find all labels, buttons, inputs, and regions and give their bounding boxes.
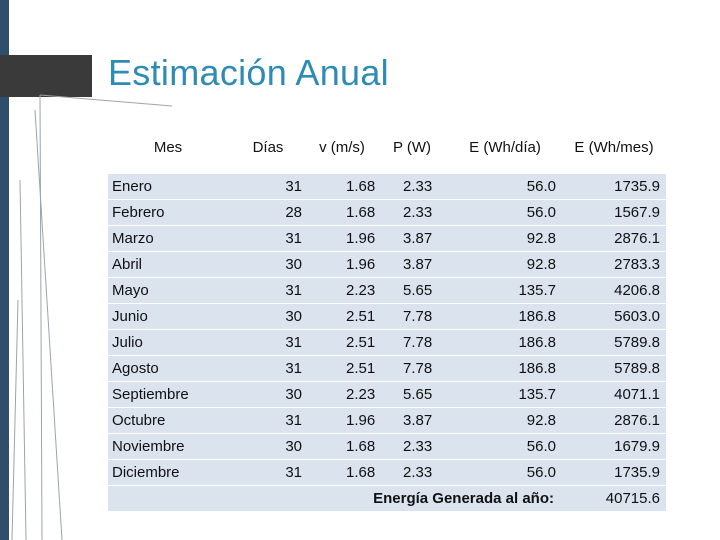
table-row: Junio 30 2.51 7.78 186.8 5603.0 (108, 303, 666, 330)
table-row: Septiembre 30 2.23 5.65 135.7 4071.1 (108, 381, 666, 408)
cell-energia-dia: 135.7 (448, 277, 562, 304)
cell-potencia: 2.33 (376, 459, 448, 486)
cell-energia-mes: 4071.1 (562, 381, 666, 408)
header-velocidad: v (m/s) (308, 122, 376, 173)
cell-mes: Enero (108, 173, 228, 200)
cell-energia-mes: 1735.9 (562, 173, 666, 200)
cell-energia-dia: 56.0 (448, 173, 562, 200)
cell-velocidad: 1.68 (308, 199, 376, 226)
cell-potencia: 2.33 (376, 173, 448, 200)
cell-dias: 28 (228, 199, 308, 226)
cell-mes: Octubre (108, 407, 228, 434)
cell-dias: 30 (228, 303, 308, 330)
cell-velocidad: 1.68 (308, 173, 376, 200)
cell-velocidad: 1.68 (308, 433, 376, 460)
cell-energia-mes: 2876.1 (562, 407, 666, 434)
cell-energia-mes: 5603.0 (562, 303, 666, 330)
cell-velocidad: 1.96 (308, 225, 376, 252)
title-accent-block (0, 55, 92, 97)
header-mes: Mes (108, 122, 228, 173)
table-row: Diciembre 31 1.68 2.33 56.0 1735.9 (108, 459, 666, 486)
cell-mes: Febrero (108, 199, 228, 226)
cell-velocidad: 2.51 (308, 329, 376, 356)
table-row: Octubre 31 1.96 3.87 92.8 2876.1 (108, 407, 666, 434)
cell-dias: 31 (228, 355, 308, 382)
cell-velocidad: 2.23 (308, 381, 376, 408)
annual-estimation-table: Mes Días v (m/s) P (W) E (Wh/día) E (Wh/… (108, 122, 666, 511)
cell-dias: 31 (228, 225, 308, 252)
cell-energia-dia: 56.0 (448, 433, 562, 460)
table-row: Julio 31 2.51 7.78 186.8 5789.8 (108, 329, 666, 356)
table-row: Abril 30 1.96 3.87 92.8 2783.3 (108, 251, 666, 278)
total-value: 40715.6 (562, 485, 666, 511)
table-row: Enero 31 1.68 2.33 56.0 1735.9 (108, 173, 666, 200)
table-row: Mayo 31 2.23 5.65 135.7 4206.8 (108, 277, 666, 304)
cell-dias: 31 (228, 277, 308, 304)
cell-mes: Septiembre (108, 381, 228, 408)
cell-mes: Junio (108, 303, 228, 330)
cell-mes: Agosto (108, 355, 228, 382)
cell-energia-dia: 56.0 (448, 459, 562, 486)
cell-mes: Mayo (108, 277, 228, 304)
cell-dias: 30 (228, 251, 308, 278)
table-row: Febrero 28 1.68 2.33 56.0 1567.9 (108, 199, 666, 226)
header-energia-mes: E (Wh/mes) (562, 122, 666, 173)
cell-dias: 30 (228, 433, 308, 460)
cell-energia-mes: 4206.8 (562, 277, 666, 304)
cell-energia-dia: 92.8 (448, 225, 562, 252)
cell-dias: 31 (228, 459, 308, 486)
header-energia-dia: E (Wh/día) (448, 122, 562, 173)
header-row: Mes Días v (m/s) P (W) E (Wh/día) E (Wh/… (108, 122, 666, 173)
cell-energia-mes: 2783.3 (562, 251, 666, 278)
cell-velocidad: 2.51 (308, 355, 376, 382)
cell-mes: Abril (108, 251, 228, 278)
cell-mes: Julio (108, 329, 228, 356)
cell-potencia: 3.87 (376, 251, 448, 278)
cell-energia-mes: 1567.9 (562, 199, 666, 226)
total-row: Energía Generada al año: 40715.6 (108, 485, 666, 511)
header-potencia: P (W) (376, 122, 448, 173)
cell-energia-mes: 5789.8 (562, 329, 666, 356)
table-row: Agosto 31 2.51 7.78 186.8 5789.8 (108, 355, 666, 382)
cell-potencia: 7.78 (376, 303, 448, 330)
cell-energia-mes: 2876.1 (562, 225, 666, 252)
cell-mes: Noviembre (108, 433, 228, 460)
cell-potencia: 7.78 (376, 329, 448, 356)
cell-energia-dia: 186.8 (448, 303, 562, 330)
cell-mes: Diciembre (108, 459, 228, 486)
cell-potencia: 2.33 (376, 199, 448, 226)
cell-potencia: 3.87 (376, 225, 448, 252)
cell-energia-mes: 1735.9 (562, 459, 666, 486)
table-row: Marzo 31 1.96 3.87 92.8 2876.1 (108, 225, 666, 252)
slide-title: Estimación Anual (108, 52, 389, 93)
cell-energia-dia: 135.7 (448, 381, 562, 408)
cell-dias: 30 (228, 381, 308, 408)
cell-energia-dia: 92.8 (448, 407, 562, 434)
cell-energia-mes: 1679.9 (562, 433, 666, 460)
cell-mes: Marzo (108, 225, 228, 252)
cell-potencia: 5.65 (376, 277, 448, 304)
cell-energia-dia: 186.8 (448, 355, 562, 382)
total-label: Energía Generada al año: (108, 485, 562, 511)
cell-potencia: 3.87 (376, 407, 448, 434)
cell-potencia: 7.78 (376, 355, 448, 382)
cell-velocidad: 1.68 (308, 459, 376, 486)
cell-velocidad: 1.96 (308, 251, 376, 278)
cell-dias: 31 (228, 407, 308, 434)
cell-velocidad: 1.96 (308, 407, 376, 434)
cell-dias: 31 (228, 173, 308, 200)
cell-energia-dia: 56.0 (448, 199, 562, 226)
cell-energia-dia: 186.8 (448, 329, 562, 356)
cell-energia-dia: 92.8 (448, 251, 562, 278)
cell-potencia: 5.65 (376, 381, 448, 408)
left-accent-bar (0, 0, 9, 540)
table-row: Noviembre 30 1.68 2.33 56.0 1679.9 (108, 433, 666, 460)
cell-energia-mes: 5789.8 (562, 355, 666, 382)
cell-potencia: 2.33 (376, 433, 448, 460)
cell-dias: 31 (228, 329, 308, 356)
cell-velocidad: 2.23 (308, 277, 376, 304)
cell-velocidad: 2.51 (308, 303, 376, 330)
header-dias: Días (228, 122, 308, 173)
